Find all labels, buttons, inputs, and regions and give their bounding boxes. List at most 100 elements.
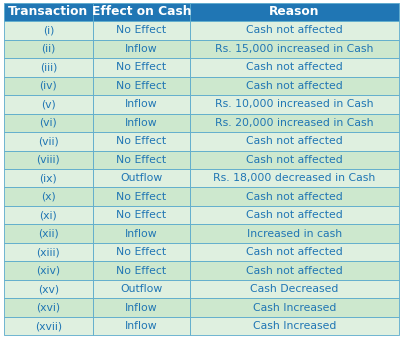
Text: Cash not affected: Cash not affected bbox=[246, 136, 343, 146]
Bar bbox=[4, 261, 93, 280]
Text: No Effect: No Effect bbox=[116, 247, 166, 257]
Text: Cash not affected: Cash not affected bbox=[246, 247, 343, 257]
Text: (v): (v) bbox=[41, 99, 56, 109]
Text: Cash Increased: Cash Increased bbox=[253, 321, 336, 331]
Text: Cash Decreased: Cash Decreased bbox=[250, 284, 339, 294]
Text: Cash not affected: Cash not affected bbox=[246, 81, 343, 91]
Text: (ix): (ix) bbox=[39, 173, 57, 183]
Text: Cash Increased: Cash Increased bbox=[253, 303, 336, 313]
Bar bbox=[4, 77, 93, 95]
Bar bbox=[93, 21, 190, 40]
Bar bbox=[190, 169, 399, 188]
Bar bbox=[93, 298, 190, 317]
Bar bbox=[4, 58, 93, 77]
Bar bbox=[4, 95, 93, 114]
Text: (xv): (xv) bbox=[38, 284, 59, 294]
Text: Inflow: Inflow bbox=[125, 321, 158, 331]
Bar bbox=[93, 132, 190, 150]
Bar bbox=[4, 280, 93, 298]
Text: (viii): (viii) bbox=[37, 155, 60, 165]
Bar bbox=[190, 150, 399, 169]
Text: Inflow: Inflow bbox=[125, 229, 158, 239]
Text: (x): (x) bbox=[41, 192, 56, 202]
Text: Inflow: Inflow bbox=[125, 118, 158, 128]
Text: (vii): (vii) bbox=[38, 136, 59, 146]
Text: Reason: Reason bbox=[269, 5, 320, 19]
Bar bbox=[190, 95, 399, 114]
Bar bbox=[190, 224, 399, 243]
Bar bbox=[190, 3, 399, 21]
Text: No Effect: No Effect bbox=[116, 210, 166, 220]
Bar bbox=[93, 169, 190, 188]
Text: No Effect: No Effect bbox=[116, 25, 166, 35]
Text: (xiv): (xiv) bbox=[36, 266, 60, 275]
Text: Inflow: Inflow bbox=[125, 99, 158, 109]
Bar bbox=[4, 21, 93, 40]
Text: Cash not affected: Cash not affected bbox=[246, 155, 343, 165]
Bar bbox=[93, 40, 190, 58]
Text: No Effect: No Effect bbox=[116, 266, 166, 275]
Text: (xi): (xi) bbox=[39, 210, 57, 220]
Bar bbox=[93, 77, 190, 95]
Text: Increased in cash: Increased in cash bbox=[247, 229, 342, 239]
Bar bbox=[93, 224, 190, 243]
Text: (vi): (vi) bbox=[39, 118, 57, 128]
Text: Cash not affected: Cash not affected bbox=[246, 63, 343, 72]
Bar bbox=[93, 114, 190, 132]
Text: Effect on Cash: Effect on Cash bbox=[91, 5, 191, 19]
Bar bbox=[190, 188, 399, 206]
Bar bbox=[93, 188, 190, 206]
Bar bbox=[4, 317, 93, 335]
Text: Cash not affected: Cash not affected bbox=[246, 192, 343, 202]
Text: Cash not affected: Cash not affected bbox=[246, 266, 343, 275]
Text: Outflow: Outflow bbox=[120, 173, 162, 183]
Bar bbox=[4, 206, 93, 224]
Text: No Effect: No Effect bbox=[116, 155, 166, 165]
Text: No Effect: No Effect bbox=[116, 136, 166, 146]
Bar bbox=[190, 317, 399, 335]
Text: (iii): (iii) bbox=[40, 63, 57, 72]
Bar bbox=[93, 3, 190, 21]
Text: (xii): (xii) bbox=[38, 229, 59, 239]
Bar bbox=[190, 114, 399, 132]
Text: Transaction: Transaction bbox=[8, 5, 89, 19]
Bar bbox=[4, 224, 93, 243]
Text: (iv): (iv) bbox=[39, 81, 57, 91]
Bar bbox=[190, 21, 399, 40]
Text: Cash not affected: Cash not affected bbox=[246, 210, 343, 220]
Bar bbox=[93, 280, 190, 298]
Bar bbox=[4, 150, 93, 169]
Bar bbox=[4, 40, 93, 58]
Text: Rs. 15,000 increased in Cash: Rs. 15,000 increased in Cash bbox=[215, 44, 374, 54]
Text: No Effect: No Effect bbox=[116, 81, 166, 91]
Bar bbox=[93, 206, 190, 224]
Text: Rs. 18,000 decreased in Cash: Rs. 18,000 decreased in Cash bbox=[213, 173, 376, 183]
Bar bbox=[190, 298, 399, 317]
Bar bbox=[4, 169, 93, 188]
Text: No Effect: No Effect bbox=[116, 63, 166, 72]
Bar bbox=[190, 132, 399, 150]
Bar bbox=[190, 261, 399, 280]
Bar bbox=[190, 58, 399, 77]
Text: (ii): (ii) bbox=[41, 44, 56, 54]
Bar bbox=[93, 261, 190, 280]
Text: Rs. 10,000 increased in Cash: Rs. 10,000 increased in Cash bbox=[215, 99, 374, 109]
Bar bbox=[4, 114, 93, 132]
Text: (xvi): (xvi) bbox=[36, 303, 60, 313]
Text: Cash not affected: Cash not affected bbox=[246, 25, 343, 35]
Bar bbox=[4, 132, 93, 150]
Bar bbox=[190, 243, 399, 261]
Bar bbox=[190, 206, 399, 224]
Bar bbox=[93, 150, 190, 169]
Text: (xvii): (xvii) bbox=[35, 321, 62, 331]
Bar bbox=[93, 95, 190, 114]
Bar bbox=[4, 188, 93, 206]
Text: (i): (i) bbox=[43, 25, 54, 35]
Bar bbox=[93, 243, 190, 261]
Bar bbox=[93, 58, 190, 77]
Text: (xiii): (xiii) bbox=[37, 247, 60, 257]
Bar bbox=[4, 243, 93, 261]
Text: Outflow: Outflow bbox=[120, 284, 162, 294]
Bar bbox=[93, 317, 190, 335]
Text: Inflow: Inflow bbox=[125, 44, 158, 54]
